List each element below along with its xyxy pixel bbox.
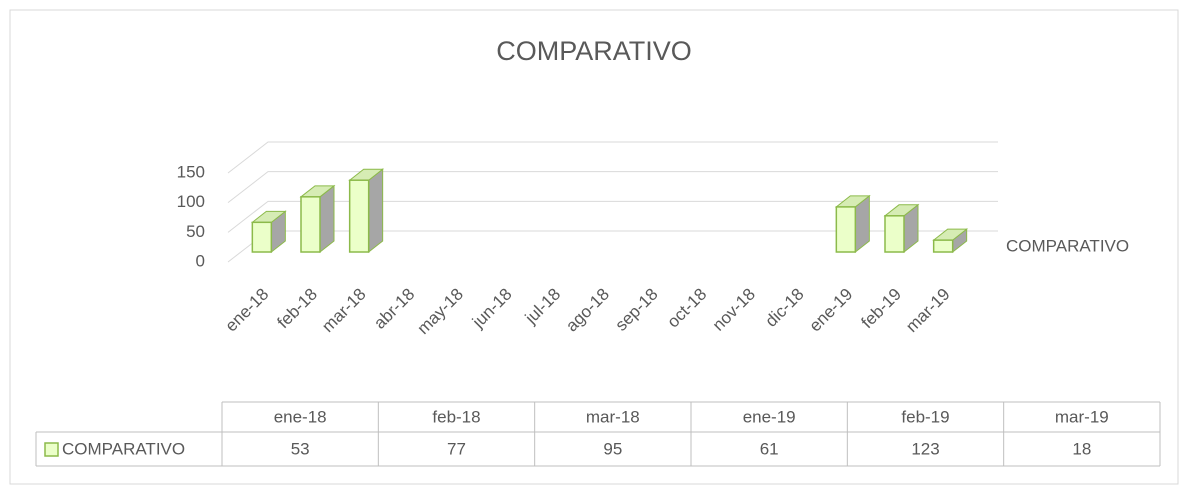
grid-line (227, 171, 998, 204)
table-header: ene-18 (274, 407, 327, 426)
chart-title: COMPARATIVO (496, 36, 692, 66)
table-header: mar-19 (1055, 407, 1109, 426)
bar (348, 179, 370, 253)
table-cell: 53 (291, 439, 310, 458)
bar (251, 221, 273, 253)
table-cell: 18 (1072, 439, 1091, 458)
table-cell: 61 (760, 439, 779, 458)
chart-border (9, 9, 1179, 485)
bar-side (368, 168, 384, 254)
bar (300, 196, 321, 253)
legend-label: COMPARATIVO (1006, 236, 1129, 255)
legend-key (44, 442, 59, 457)
table-header: feb-19 (901, 407, 949, 426)
table-cell: 77 (447, 439, 466, 458)
grid-line (227, 141, 998, 174)
y-tick-label: 150 (177, 162, 205, 181)
bar (932, 239, 954, 253)
y-tick-label: 0 (196, 251, 205, 270)
table-header: feb-18 (432, 407, 480, 426)
table-header: ene-19 (743, 407, 796, 426)
bar (835, 206, 857, 253)
table-cell: 123 (911, 439, 939, 458)
table-row-label: COMPARATIVO (62, 439, 185, 458)
grid-line (227, 200, 998, 233)
y-tick-label: 50 (186, 222, 205, 241)
table-cell: 95 (603, 439, 622, 458)
table-header: mar-18 (586, 407, 640, 426)
y-tick-label: 100 (177, 192, 205, 211)
bar (884, 215, 905, 253)
